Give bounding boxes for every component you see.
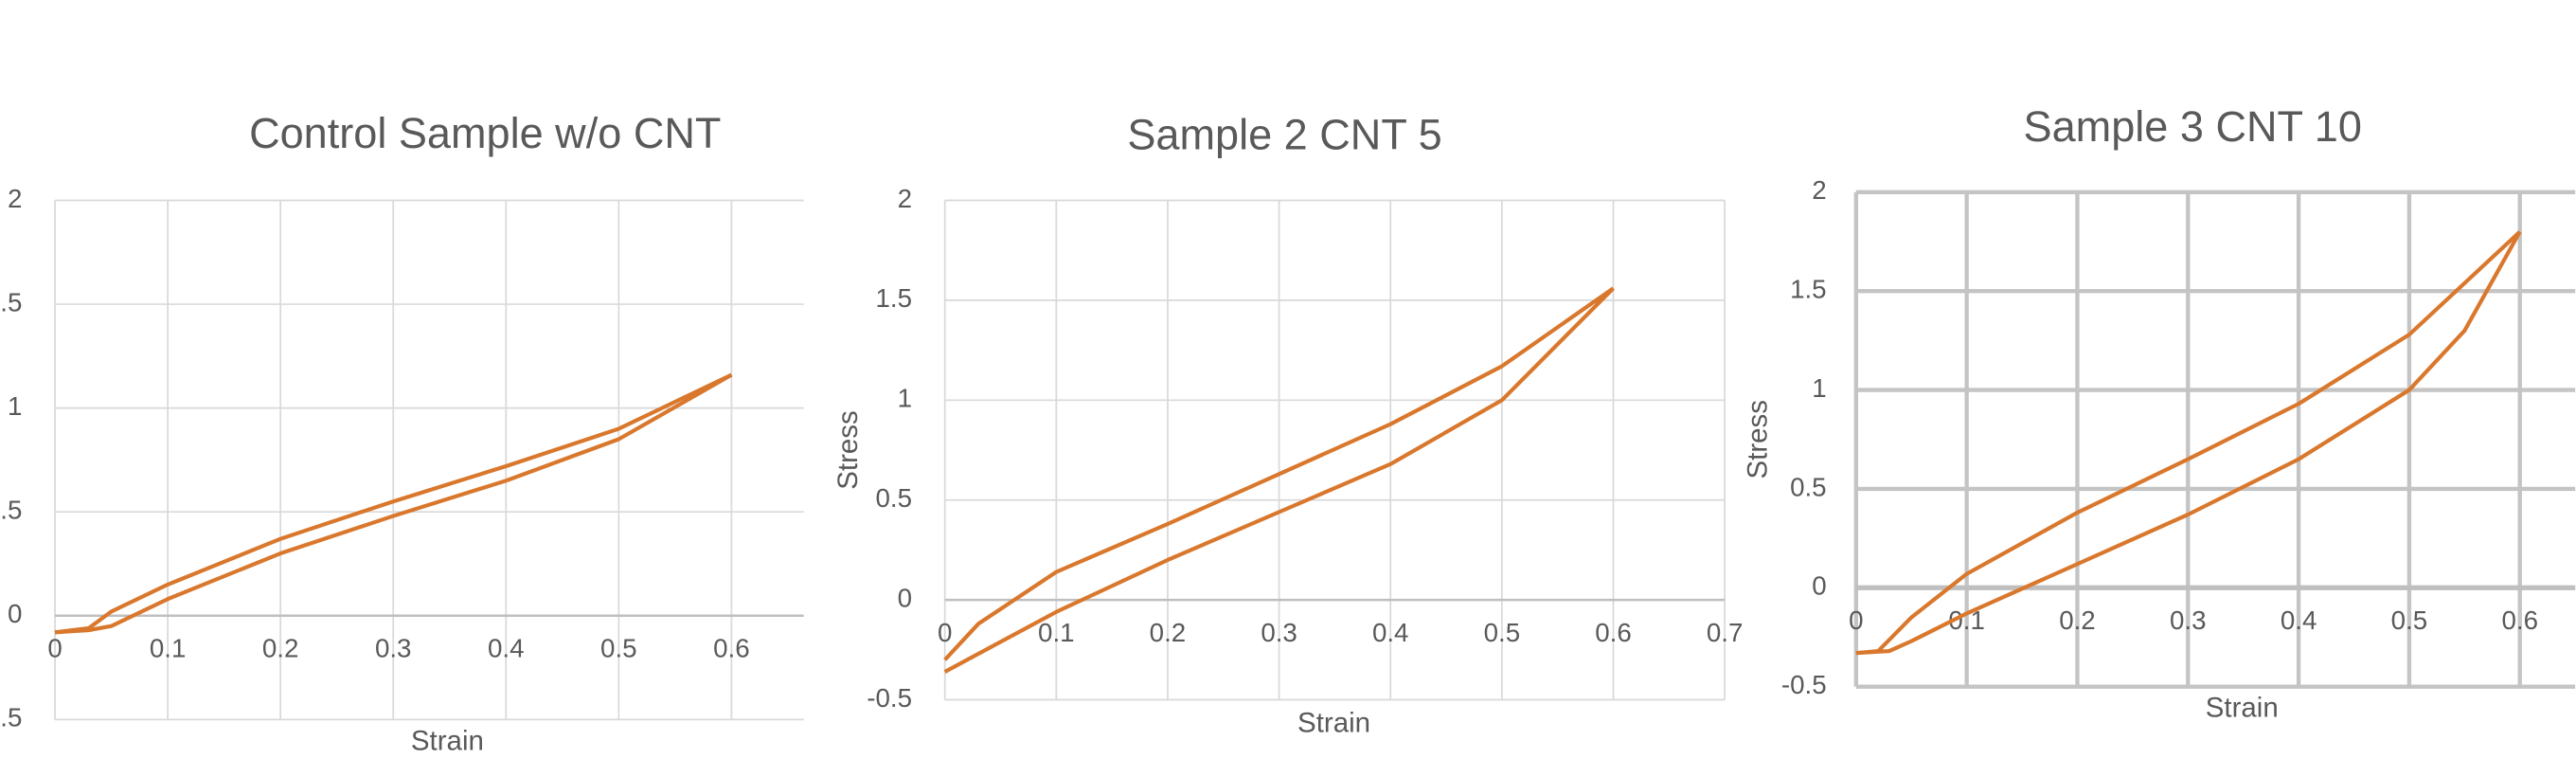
x-tick-label: 0.2: [1150, 618, 1187, 647]
x-tick-label: 0.2: [2059, 605, 2096, 635]
data-line: [54, 372, 733, 635]
data-line: [1855, 230, 2522, 656]
chart-title: Sample 3 CNT 10: [2024, 102, 2362, 151]
x-tick-label: 0.6: [2501, 605, 2538, 635]
x-tick-label: 0.3: [1261, 618, 1297, 647]
x-tick-label: 0.1: [1038, 618, 1075, 647]
data-line: [54, 372, 733, 635]
y-tick-label: 1.5: [1790, 275, 1827, 304]
y-tick-label: 2: [8, 184, 22, 213]
x-tick-label: 0: [47, 633, 62, 662]
y-tick-label: 1.5: [875, 283, 912, 313]
chart-title: Control Sample w/o CNT: [249, 109, 721, 157]
x-tick-label: 0.4: [2281, 605, 2317, 635]
y-axis-label: Stress: [1742, 400, 1773, 479]
chart-title: Sample 2 CNT 5: [1127, 111, 1441, 159]
y-tick-label: 1: [8, 391, 22, 421]
y-tick-label: 1.5: [0, 287, 22, 316]
x-tick-label: 0.3: [375, 633, 412, 662]
y-tick-label: 2: [1812, 175, 1826, 205]
x-tick-label: 0.6: [1595, 618, 1632, 647]
x-tick-label: 0.7: [1707, 618, 1744, 647]
y-tick-label: -0.5: [1781, 670, 1827, 699]
y-axis-label: Stress: [832, 410, 864, 490]
y-tick-label: 1: [1812, 373, 1826, 403]
x-tick-label: 0.3: [2170, 605, 2207, 635]
x-tick-label: 0: [938, 618, 952, 647]
x-tick-label: 0.5: [600, 633, 637, 662]
data-line: [943, 286, 1615, 661]
y-tick-label: 0: [1812, 571, 1826, 601]
y-tick-label: 1: [898, 384, 912, 413]
y-tick-label: -0.5: [867, 683, 912, 713]
x-tick-label: 0.1: [150, 633, 187, 662]
y-tick-label: 0.5: [0, 496, 22, 525]
x-tick-label: 0.5: [1484, 618, 1521, 647]
data-line: [1855, 230, 2522, 656]
x-tick-label: 0.2: [262, 633, 299, 662]
x-axis-label: Strain: [1297, 707, 1370, 738]
x-tick-label: 0: [1849, 605, 1863, 635]
x-axis-label: Strain: [2206, 693, 2279, 724]
y-tick-label: 2: [898, 184, 912, 213]
x-tick-label: 0.5: [2391, 605, 2428, 635]
y-tick-label: 0.5: [1790, 472, 1827, 501]
y-tick-label: 0: [8, 599, 22, 628]
y-tick-label: -0.5: [0, 703, 22, 732]
x-tick-label: 0.6: [713, 633, 750, 662]
data-line: [943, 286, 1615, 674]
y-tick-label: 0.5: [875, 483, 912, 513]
y-tick-label: 0: [898, 583, 912, 612]
x-tick-label: 0.4: [1372, 618, 1409, 647]
x-axis-label: Strain: [411, 725, 484, 756]
x-tick-label: 0.4: [488, 633, 525, 662]
